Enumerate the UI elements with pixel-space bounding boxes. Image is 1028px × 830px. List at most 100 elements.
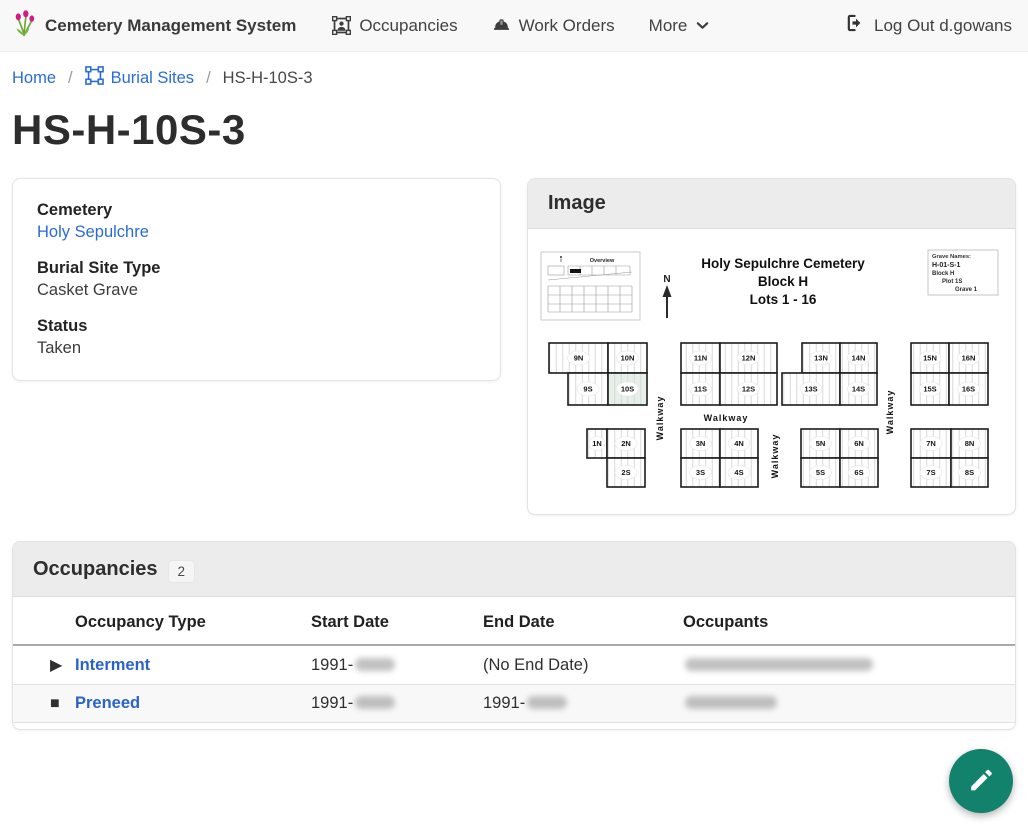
start-date: 1991- [311, 694, 354, 712]
svg-text:11S: 11S [694, 385, 707, 394]
plot-cell-4s: 4S [719, 457, 759, 488]
nav-item-label: More [648, 15, 688, 35]
person-frame-icon [332, 16, 352, 35]
cemetery-link[interactable]: Holy Sepulchre [37, 223, 149, 241]
plot-cell-8s: 8S [950, 457, 989, 488]
plot-cell-8n: 8N [950, 428, 989, 459]
redacted-start-date [355, 657, 396, 671]
occupancies-table: Occupancy Type Start Date End Date Occup… [13, 597, 1015, 723]
breadcrumb-separator: / [206, 68, 211, 87]
plot-cell-12n: 12N [719, 342, 778, 374]
redacted-occupants [685, 657, 873, 671]
plot-cell-3s: 3S [680, 457, 721, 488]
cemetery-block-map: Overview N [540, 249, 999, 488]
edit-fab-button[interactable] [949, 749, 1013, 813]
svg-text:4N: 4N [734, 439, 744, 448]
nav-item-more[interactable]: More [649, 16, 711, 36]
occupancy-type-link[interactable]: Interment [75, 655, 151, 674]
svg-text:9S: 9S [583, 385, 592, 394]
breadcrumb: Home / Burial Sites / HS-H-10S-3 [0, 52, 1028, 98]
logout-link[interactable]: Log Out d.gowans [845, 13, 1012, 38]
occupancies-card: Occupancies 2 Occupancy Type Start Date … [12, 541, 1016, 730]
plot-cell-14n: 14N [839, 342, 878, 374]
field-value: Casket Grave [37, 281, 138, 299]
field-status: Status Taken [37, 317, 476, 358]
map-title-line1: Holy Sepulchre Cemetery [701, 256, 865, 271]
walkway-label: Walkway [770, 434, 780, 479]
plot-cell-5s: 5S [800, 457, 841, 488]
svg-text:5N: 5N [816, 439, 826, 448]
plot-cell-11s: 11S [680, 372, 721, 406]
walkway-label: Walkway [885, 390, 895, 435]
brand-title: Cemetery Management System [45, 15, 297, 35]
field-label: Cemetery [37, 201, 113, 219]
svg-text:13N: 13N [814, 354, 828, 363]
breadcrumb-home-link[interactable]: Home [12, 68, 57, 87]
svg-text:10N: 10N [621, 354, 635, 363]
svg-text:12N: 12N [742, 354, 756, 363]
nav-item-work-orders[interactable]: Work Orders [492, 16, 615, 36]
svg-text:Plot 1S: Plot 1S [942, 279, 962, 285]
svg-text:6S: 6S [854, 468, 863, 477]
plot-cell-15n: 15N [910, 342, 950, 374]
svg-text:2S: 2S [621, 468, 630, 477]
plot-cell-14s: 14S [839, 372, 878, 406]
svg-text:10S: 10S [621, 385, 634, 394]
svg-text:Grave Names:: Grave Names: [932, 254, 971, 260]
start-date: 1991- [311, 655, 354, 674]
plot-cell-16s: 16S [948, 372, 989, 406]
plot-cell-10n: 10N [607, 342, 648, 374]
plot-cell-2s: 2S [606, 457, 646, 488]
north-arrow: N [662, 274, 672, 318]
column-header-end: End Date [483, 597, 683, 646]
svg-text:12S: 12S [742, 385, 755, 394]
table-row-interment: ▶ Interment 1991- (No End Date) [13, 645, 1015, 685]
occupancy-type-link[interactable]: Preneed [75, 694, 141, 712]
svg-text:Block H: Block H [932, 271, 954, 277]
play-icon: ▶ [50, 657, 63, 674]
svg-text:Grave 1: Grave 1 [955, 287, 978, 293]
image-card-header: Image [528, 179, 1015, 229]
field-burial-site-type: Burial Site Type Casket Grave [37, 259, 476, 300]
redacted-start-date [355, 696, 396, 709]
burial-site-details-card: Cemetery Holy Sepulchre Burial Site Type… [12, 178, 501, 381]
column-header-icon [13, 597, 75, 646]
plot-cell-16n: 16N [948, 342, 989, 374]
nav-item-label: Work Orders [518, 15, 615, 35]
svg-text:3N: 3N [696, 439, 706, 448]
plot-cell-13n: 13N [801, 342, 841, 374]
svg-text:13S: 13S [804, 385, 817, 394]
plot-cell-15s: 15S [910, 372, 950, 406]
column-header-type: Occupancy Type [75, 597, 311, 646]
svg-text:14N: 14N [852, 354, 866, 363]
plot-cell-2n: 2N [606, 428, 646, 459]
plot-cell-13s: 13S [781, 372, 841, 406]
occupancies-count-badge: 2 [167, 560, 196, 583]
svg-text:9N: 9N [574, 354, 584, 363]
tulip-logo-icon [12, 9, 37, 42]
top-navbar: Cemetery Management System Occupancies [0, 0, 1028, 52]
end-date: 1991- [483, 694, 526, 712]
field-cemetery: Cemetery Holy Sepulchre [37, 201, 476, 242]
breadcrumb-burial-sites-link[interactable]: Burial Sites [84, 66, 194, 90]
breadcrumb-current: HS-H-10S-3 [222, 68, 313, 87]
overview-current-block [570, 269, 581, 273]
map-title-line3: Lots 1 - 16 [750, 292, 817, 307]
occupancies-card-title: Occupancies [33, 557, 158, 580]
nav-item-occupancies[interactable]: Occupancies [332, 16, 458, 36]
plot-map-image: Overview N [528, 229, 1015, 514]
plot-cell-9s: 9S [567, 372, 609, 406]
brand-home-link[interactable]: Cemetery Management System [12, 9, 297, 42]
overview-map-thumbnail: Overview [540, 251, 641, 321]
plot-cell-7n: 7N [910, 428, 952, 459]
svg-text:16S: 16S [962, 385, 975, 394]
svg-text:5S: 5S [816, 468, 825, 477]
pencil-icon [967, 766, 995, 797]
svg-text:6N: 6N [854, 439, 864, 448]
plot-cell-6n: 6N [839, 428, 879, 459]
svg-text:2N: 2N [621, 439, 631, 448]
svg-text:15S: 15S [923, 385, 936, 394]
field-value: Taken [37, 339, 82, 357]
occupancies-card-header: Occupancies 2 [13, 542, 1015, 597]
vector-square-icon [84, 66, 104, 90]
